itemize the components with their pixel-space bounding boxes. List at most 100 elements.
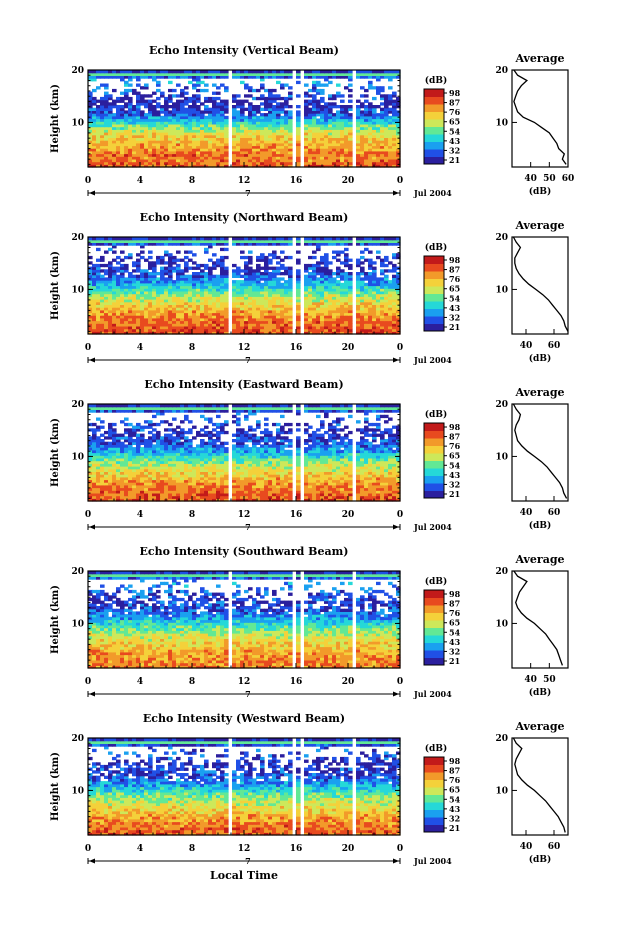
heatmap-cell [156,492,161,497]
heatmap-cell [280,96,285,101]
heatmap-cell [196,301,201,305]
heatmap-cell [132,323,137,327]
date-label: Jul 2004 [413,355,452,365]
heatmap-cell [320,296,325,300]
heatmap-cell [208,266,213,270]
heatmap-cell [340,142,345,147]
heatmap-cell [160,142,165,147]
heatmap-cell [172,164,177,168]
colorbar-tick-label: 54 [449,126,461,136]
heatmap-cell [288,293,293,297]
heatmap-cell [324,153,329,157]
heatmap-cell [216,105,221,109]
heatmap-cell [348,285,353,289]
heatmap-cell [232,126,237,130]
heatmap-cell [160,255,165,260]
heatmap-cell [380,328,385,332]
heatmap-cell [180,158,185,163]
heatmap-cell [124,118,129,122]
heatmap-cell [168,80,173,85]
heatmap-cell [128,145,133,149]
heatmap-cell [364,290,369,295]
heatmap-cell [340,492,345,497]
heatmap-cell [336,280,341,284]
heatmap-cell [172,285,177,289]
heatmap-cell [128,293,133,297]
heatmap-cell [192,277,197,281]
heatmap-cell [304,487,309,491]
heatmap-cell [316,487,321,491]
heatmap-cell [224,498,229,502]
heatmap-cell [148,110,153,114]
heatmap-cell [328,94,333,98]
heatmap-cell [288,115,293,120]
heatmap-cell [196,263,201,268]
heatmap-cell [140,328,145,332]
heatmap-cell [256,158,261,163]
heatmap-cell [368,317,373,322]
heatmap-cell [312,263,317,268]
heatmap-cell [264,239,269,243]
heatmap-cell [332,161,337,165]
heatmap-cell [312,272,317,276]
heatmap-cell [140,299,145,303]
heatmap-cell [296,161,301,165]
heatmap-cell [256,328,261,332]
heatmap-cell [288,274,293,278]
heatmap-cell [168,258,173,262]
heatmap-cell [116,317,121,322]
heatmap-cell [124,325,129,330]
heatmap-cell [252,118,257,122]
heatmap-cell [308,72,313,76]
heatmap-cell [120,293,125,297]
heatmap-cell [356,134,361,138]
heatmap-cell [316,129,321,133]
heatmap-cell [396,331,401,335]
heatmap-cell [340,145,345,149]
heatmap-cell [160,150,165,155]
heatmap-cell [180,99,185,103]
heatmap-cell [244,142,249,147]
heatmap-cell [100,492,105,497]
heatmap-cell [136,296,141,300]
heatmap-cell [316,237,321,241]
heatmap-cell [368,150,373,155]
heatmap-cell [232,280,237,284]
heatmap-cell [96,309,101,314]
heatmap-cell [244,123,249,128]
heatmap-cell [372,299,377,303]
heatmap-cell [152,490,157,494]
heatmap-cell [188,250,193,254]
heatmap-cell [132,299,137,303]
heatmap-cell [212,325,217,330]
heatmap-cell [288,304,293,308]
heatmap-cell [344,274,349,278]
average-title: Average [514,52,564,65]
heatmap-cell [392,126,397,130]
heatmap-cell [108,288,113,292]
heatmap-cell [296,280,301,284]
heatmap-cell [200,277,205,281]
heatmap-cell [296,75,301,79]
heatmap-cell [320,312,325,316]
heatmap-cell [284,126,289,130]
heatmap-cell [336,142,341,147]
heatmap-cell [104,83,109,87]
heatmap-cell [196,290,201,295]
heatmap-cell [156,296,161,300]
heatmap-cell [360,237,365,241]
heatmap-cell [104,495,109,499]
heatmap-cell [244,492,249,497]
heatmap-cell [288,75,293,79]
heatmap-cell [216,290,221,295]
heatmap-cell [120,158,125,163]
heatmap-cell [168,253,173,257]
heatmap-cell [144,83,149,87]
heatmap-cell [152,142,157,147]
heatmap-cell [264,118,269,122]
heatmap-cell [108,269,113,273]
heatmap-cell [272,96,277,101]
heatmap-cell [392,280,397,284]
heatmap-cell [108,161,113,165]
heatmap-cell [304,304,309,308]
